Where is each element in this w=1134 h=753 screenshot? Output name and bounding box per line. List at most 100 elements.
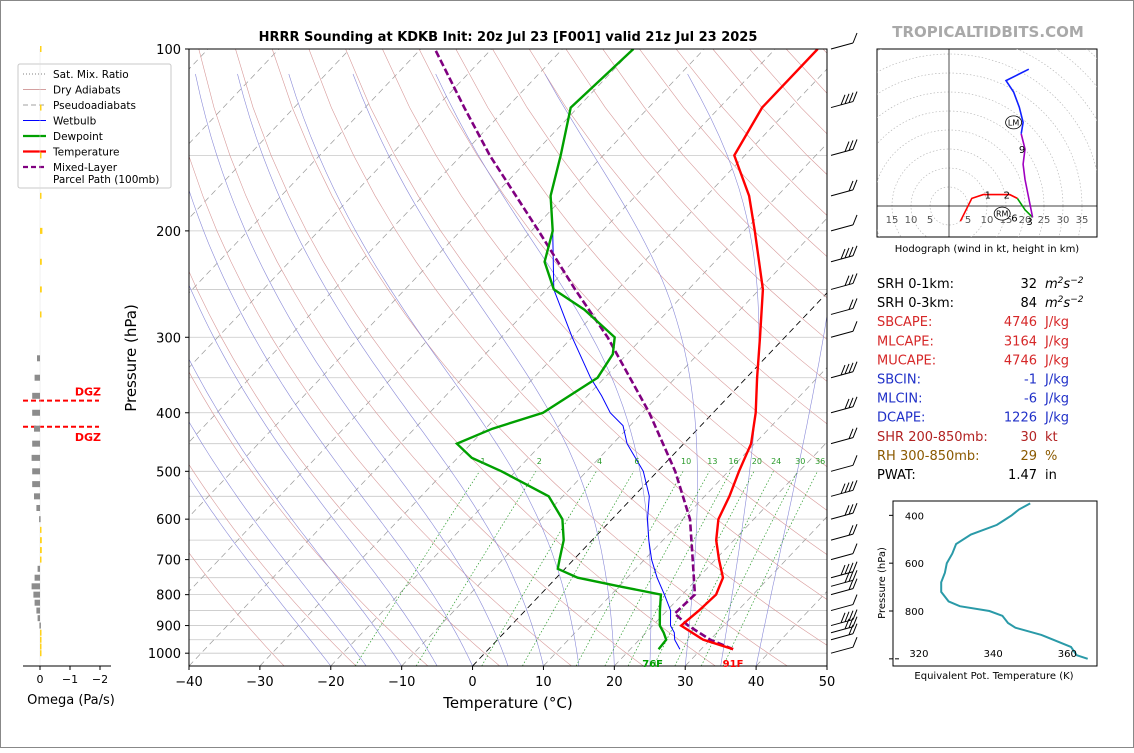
dry-adiabat (309, 49, 859, 666)
omega-bar (38, 566, 40, 572)
barb-flag (845, 142, 849, 152)
omega-bar (39, 623, 41, 629)
barb-flag (853, 503, 857, 513)
omega-bar (39, 516, 41, 522)
barb-flag (845, 276, 849, 286)
mixing-ratio-label: 24 (771, 457, 781, 466)
barb-staff (831, 647, 853, 653)
mixing-ratio-label: 4 (597, 457, 602, 466)
mixing-ratio-label: 30 (795, 457, 805, 466)
moist-adiabat (289, 74, 579, 666)
y-tick-label: 300 (156, 331, 181, 346)
barb-staff (831, 43, 853, 49)
y-tick-label: 600 (156, 513, 181, 528)
hodograph-ring-label: 15 (886, 215, 899, 226)
watermark: TROPICALTIDBITS.COM (892, 23, 1084, 41)
omega-bar (40, 286, 42, 292)
moist-adiabat (195, 74, 508, 666)
barb-flag (841, 613, 845, 623)
barb-flag (853, 428, 857, 438)
barb-flag (845, 248, 849, 258)
barb-flag (841, 249, 845, 259)
omega-tick-label: 0 (37, 673, 44, 686)
wind-barb (831, 595, 857, 611)
wind-barb (831, 480, 857, 496)
isotherm-line (118, 49, 704, 666)
mixing-ratio-line (522, 471, 633, 666)
omega-bar (40, 644, 42, 650)
param-unit: kt (1045, 430, 1058, 445)
wind-barb (831, 503, 857, 519)
wind-barb (831, 570, 857, 586)
wind-barb (831, 579, 857, 595)
skewt-xlabel: Temperature (°C) (442, 694, 572, 712)
y-tick-label: 900 (156, 620, 181, 635)
barb-flag (853, 362, 857, 372)
wind-barb (831, 610, 857, 626)
param-value: 1.47 (1008, 468, 1037, 483)
y-tick-label: 500 (156, 465, 181, 480)
omega-bar (40, 105, 42, 111)
wind-barb (831, 562, 857, 578)
barb-flag (853, 321, 857, 331)
theta-e-ylabel: Pressure (hPa) (877, 547, 888, 619)
hodograph-ring-label: 5 (965, 215, 971, 226)
mixing-ratio-label: 13 (707, 457, 717, 466)
y-tick-label: 100 (156, 43, 181, 58)
omega-bar (40, 46, 42, 52)
omega-bar (40, 547, 42, 553)
wind-barb (831, 321, 857, 337)
dry-adiabat (125, 49, 499, 666)
moist-adiabat (238, 74, 544, 666)
barb-flag (841, 365, 845, 375)
omega-bar (35, 575, 40, 581)
param-unit: in (1045, 468, 1057, 483)
param-value: 1226 (1004, 411, 1037, 426)
legend-label: Mixed-Layer (53, 162, 118, 174)
omega-bar (36, 608, 40, 614)
wind-barb (831, 637, 857, 653)
omega-bar (40, 259, 42, 265)
hodograph-ring-label: 10 (981, 215, 994, 226)
barb-staff (831, 308, 853, 314)
barb-flag (853, 637, 857, 647)
barb-staff (831, 589, 853, 595)
hodograph-frame (877, 49, 1097, 237)
barb-staff (831, 465, 853, 471)
omega-bar (32, 393, 40, 399)
x-tick-label: −10 (388, 675, 415, 690)
omega-bar (40, 152, 42, 158)
moist-adiabat (545, 74, 698, 666)
barb-flag (841, 565, 845, 575)
wind-barb (831, 33, 857, 49)
storm-motion-label: RM (996, 210, 1009, 219)
param-value: -1 (1024, 373, 1037, 388)
param-value: 3164 (1004, 334, 1037, 349)
param-name: SHR 200-850mb: (877, 430, 988, 445)
param-value: 32 (1020, 277, 1037, 292)
barb-flag (841, 484, 845, 494)
figure-title: HRRR Sounding at KDKB Init: 20z Jul 23 [… (259, 30, 758, 45)
hodograph-ring-label: 5 (927, 215, 933, 226)
barb-flag (849, 93, 853, 103)
x-tick-label: −20 (317, 675, 344, 690)
surface-temp-label: 91F (723, 659, 744, 670)
barb-staff (831, 283, 853, 289)
hodograph-ring-label: 30 (1057, 215, 1070, 226)
omega-bar (40, 527, 42, 533)
omega-bar (33, 592, 40, 598)
barb-flag (845, 505, 849, 515)
storm-motion-label: LM (1008, 118, 1019, 127)
theta-e-x-tick-label: 340 (984, 649, 1003, 660)
hodograph-height-label: 1 (985, 191, 991, 202)
wind-barbs (831, 33, 857, 653)
wind-barb (831, 524, 857, 540)
theta-e-xlabel: Equivalent Pot. Temperature (K) (914, 671, 1073, 682)
wind-barb (831, 92, 857, 108)
param-name: MLCIN: (877, 392, 922, 407)
barb-staff (831, 534, 853, 540)
omega-bar (32, 583, 40, 589)
barb-staff (831, 580, 853, 586)
theta-e-y-tick-label: 800 (905, 607, 924, 618)
